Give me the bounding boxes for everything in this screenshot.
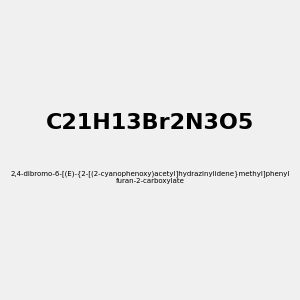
Text: 2,4-dibromo-6-[(E)-{2-[(2-cyanophenoxy)acetyl]hydrazinylidene}methyl]phenyl fura: 2,4-dibromo-6-[(E)-{2-[(2-cyanophenoxy)a… [10, 170, 290, 184]
Text: C21H13Br2N3O5: C21H13Br2N3O5 [46, 113, 254, 133]
